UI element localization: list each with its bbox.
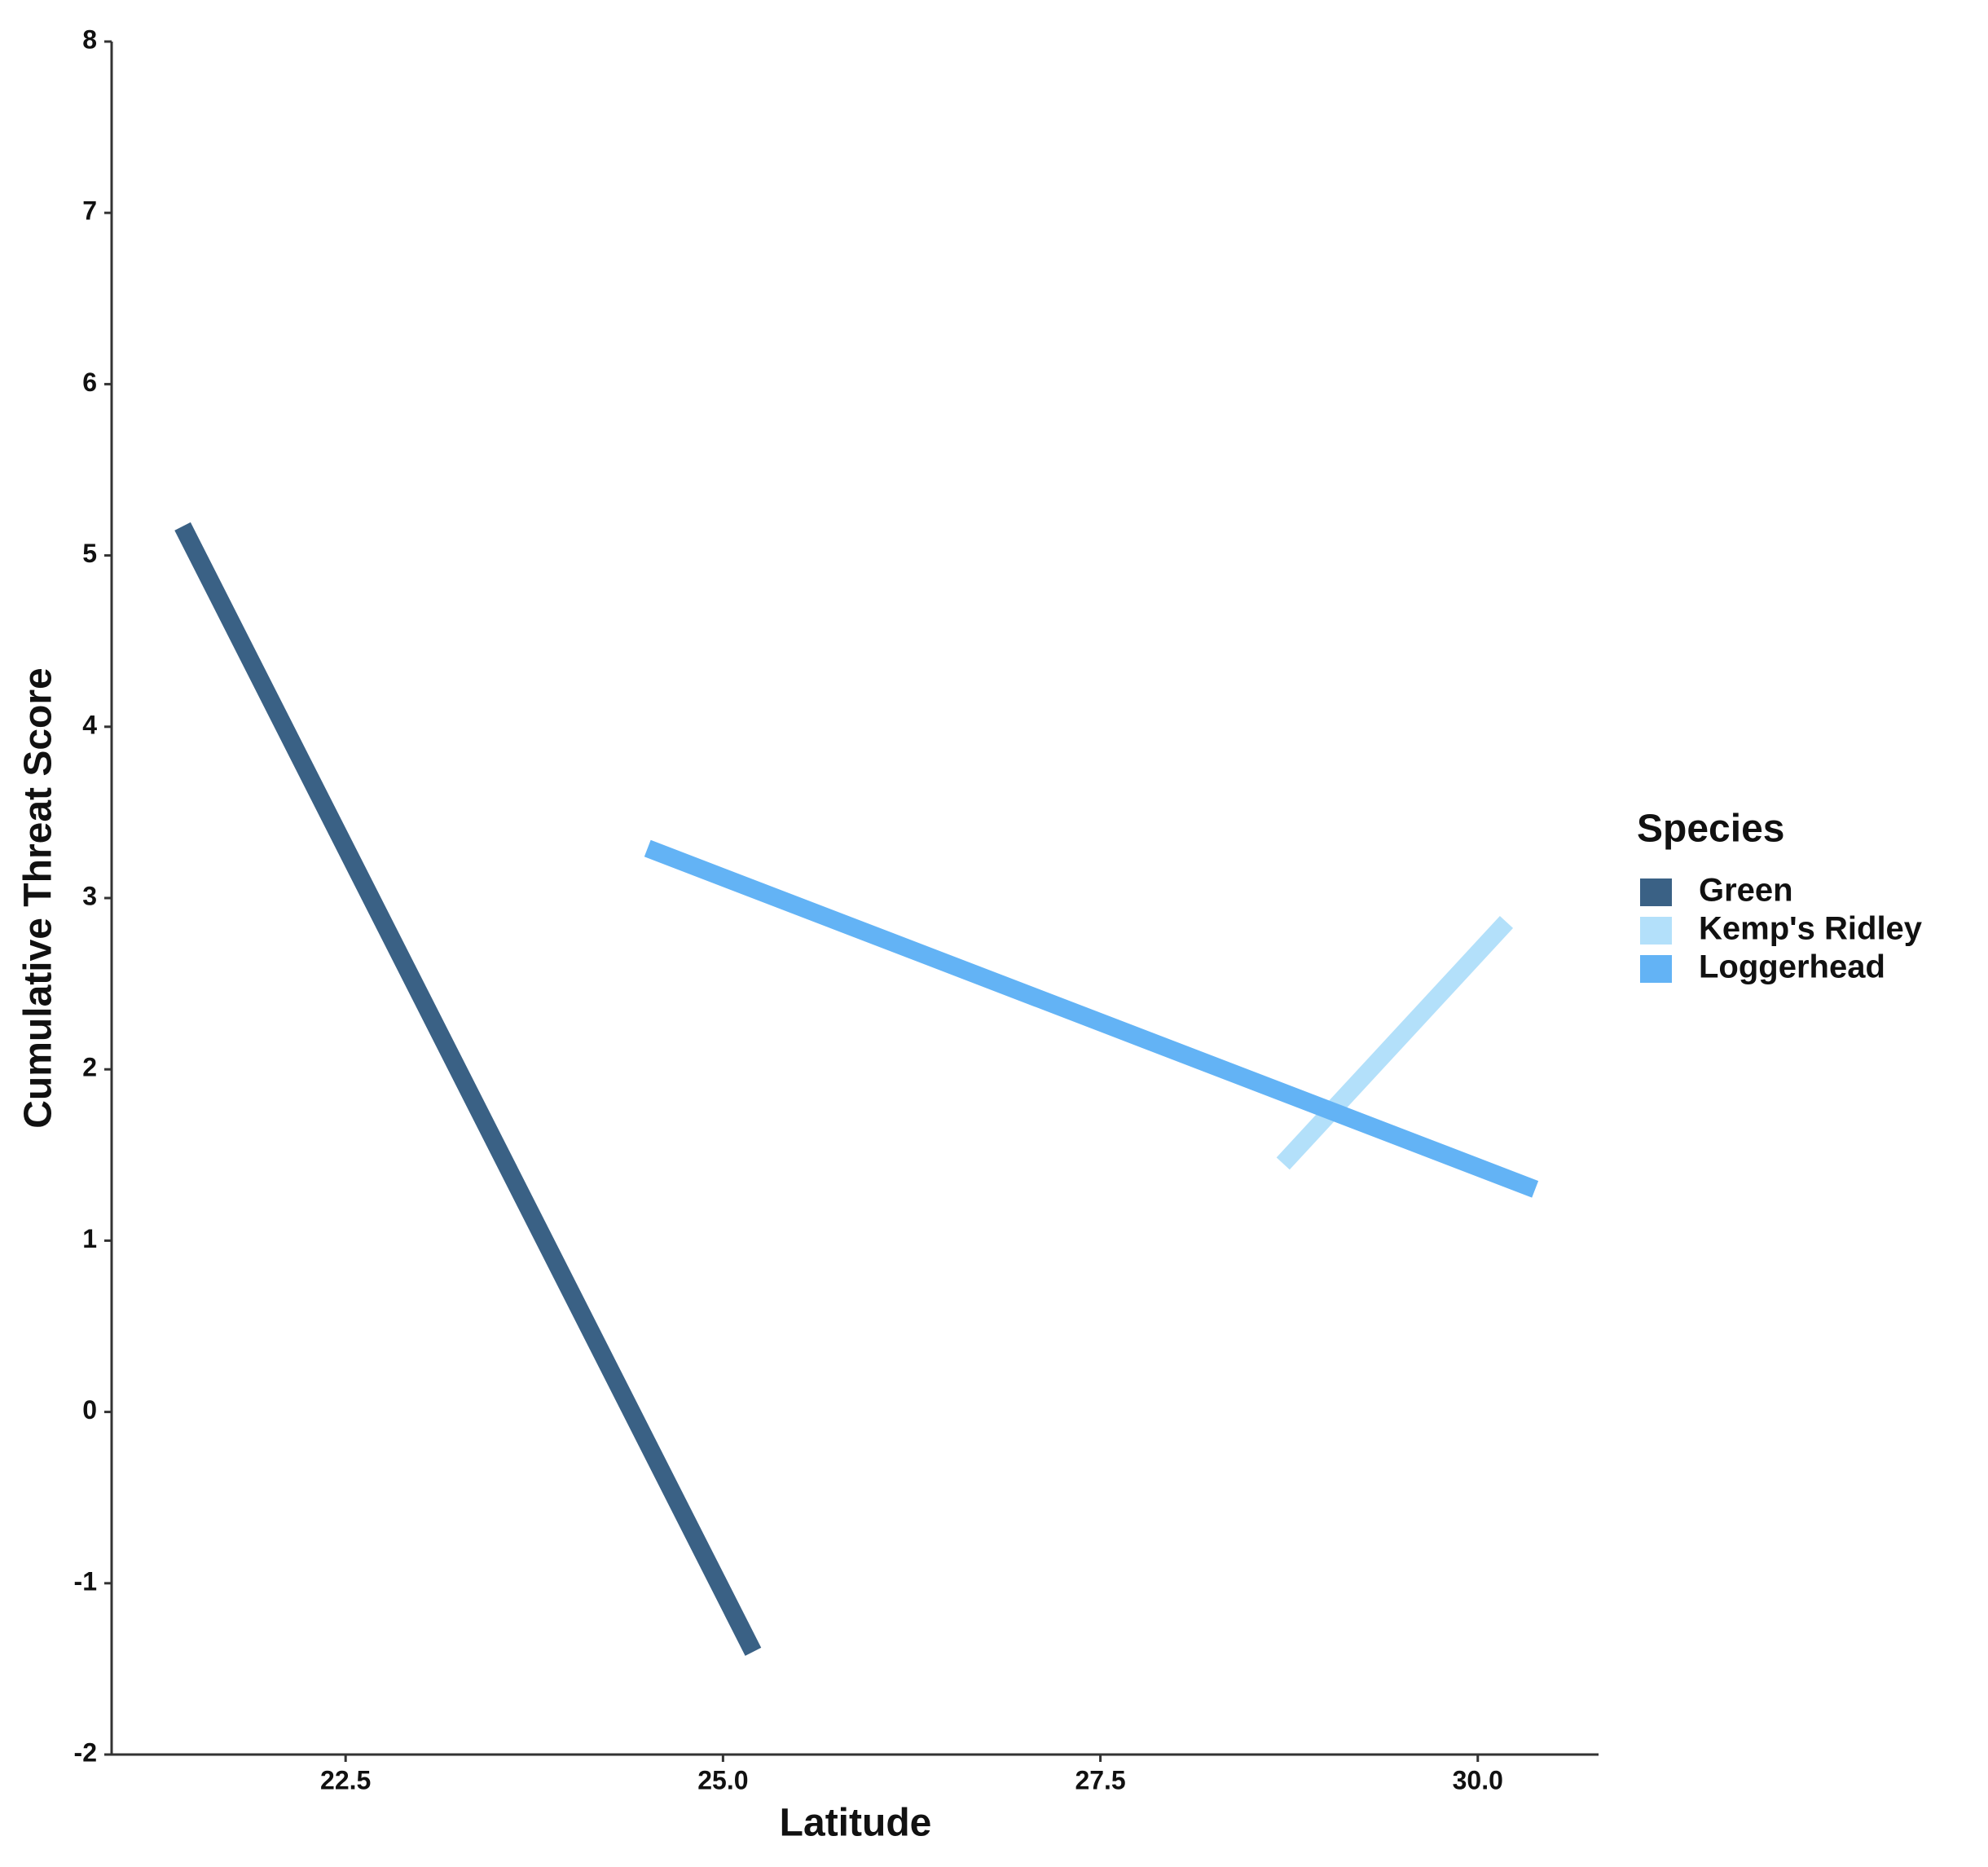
legend-swatch [1640, 917, 1672, 945]
x-tick-label: 30.0 [1453, 1765, 1503, 1794]
legend-title: Species [1637, 808, 1784, 851]
y-axis-title: Cumulative Threat Score [17, 667, 60, 1129]
x-tick-label: 22.5 [320, 1765, 371, 1794]
y-tick-label: 0 [82, 1395, 97, 1424]
legend-swatch [1640, 878, 1672, 906]
legend-label: Green [1699, 873, 1793, 909]
x-tick-label: 27.5 [1075, 1765, 1125, 1794]
y-tick-label: 2 [82, 1053, 97, 1082]
y-tick-label: 5 [82, 539, 97, 568]
y-tick-label: 4 [82, 710, 97, 739]
x-axis-title: Latitude [780, 1802, 932, 1845]
legend-swatch [1640, 955, 1672, 983]
y-tick-label: 3 [82, 881, 97, 910]
legend-label: Kemp's Ridley [1699, 911, 1923, 947]
y-tick-label: 8 [82, 24, 97, 54]
series-line [174, 522, 762, 1656]
legend-label: Loggerhead [1699, 949, 1885, 985]
y-tick-label: 6 [82, 368, 97, 397]
series-line [1276, 915, 1514, 1170]
series-line [644, 839, 1539, 1198]
x-tick-label: 25.0 [697, 1765, 748, 1794]
y-tick-label: -1 [74, 1566, 97, 1596]
y-tick-label: -2 [74, 1737, 97, 1767]
y-tick-label: 1 [82, 1224, 97, 1253]
y-tick-label: 7 [82, 196, 97, 226]
